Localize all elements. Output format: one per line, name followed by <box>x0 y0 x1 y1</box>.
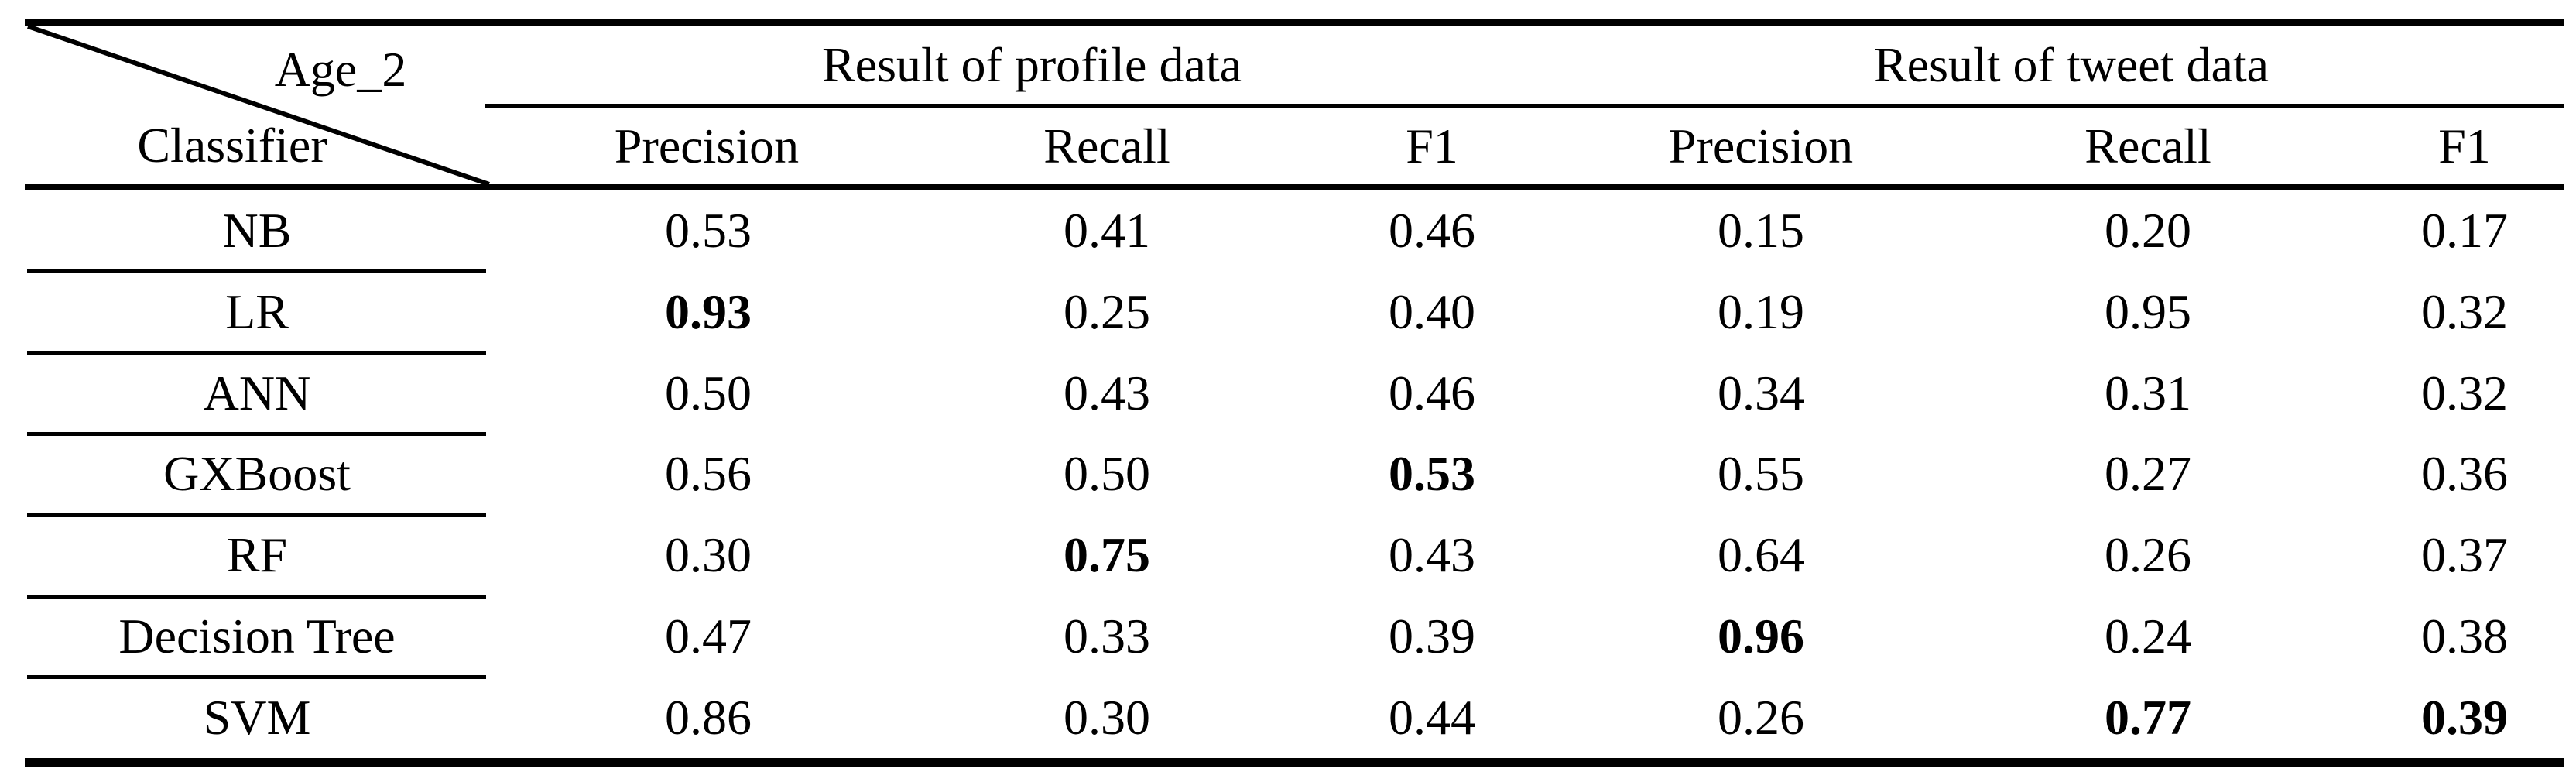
metric-value: 0.64 <box>1718 527 1804 583</box>
metric-value: 0.96 <box>1718 608 1804 664</box>
metric-value: 0.33 <box>1064 608 1150 664</box>
metric-value: 0.36 <box>2421 446 2508 502</box>
metric-value: 0.37 <box>2421 527 2508 583</box>
metric-value: 0.38 <box>2421 608 2508 664</box>
table-top-rule <box>25 19 2564 26</box>
metric-value: 0.86 <box>665 689 752 745</box>
metric-value: 0.56 <box>665 446 752 502</box>
row-divider <box>27 351 486 355</box>
metric-value: 0.17 <box>2421 203 2508 259</box>
classifier-label: Decision Tree <box>118 608 396 664</box>
metric-value: 0.30 <box>665 527 752 583</box>
metric-value: 0.32 <box>2421 365 2508 420</box>
column-header-tweet-f1: F1 <box>2438 118 2491 173</box>
metric-value: 0.50 <box>665 365 752 420</box>
classifier-label: ANN <box>203 365 311 420</box>
classifier-label: GXBoost <box>163 446 351 502</box>
metric-value: 0.39 <box>1389 608 1475 664</box>
metric-value: 0.75 <box>1064 527 1150 583</box>
group-header-profile: Result of profile data <box>821 37 1242 92</box>
metric-value: 0.55 <box>1718 446 1804 502</box>
classifier-label: RF <box>226 527 288 583</box>
row-divider <box>27 432 486 436</box>
metric-value: 0.19 <box>1718 284 1804 340</box>
classifier-label: NB <box>222 203 292 259</box>
metric-value: 0.27 <box>2105 446 2191 502</box>
metric-value: 0.26 <box>1718 689 1804 745</box>
corner-row-label: Classifier <box>137 118 327 173</box>
group-header-underline <box>485 104 2564 108</box>
metric-value: 0.44 <box>1389 689 1475 745</box>
column-header-profile-recall: Recall <box>1043 118 1170 173</box>
classifier-label: LR <box>225 284 289 340</box>
metric-value: 0.24 <box>2105 608 2191 664</box>
metric-value: 0.40 <box>1389 284 1475 340</box>
corner-column-label: Age_2 <box>274 42 407 97</box>
column-header-tweet-precision: Precision <box>1668 118 1854 173</box>
metric-value: 0.77 <box>2105 689 2191 745</box>
group-header-tweet: Result of tweet data <box>1873 37 2269 92</box>
table-body: NB 0.53 0.41 0.46 0.15 0.20 0.17 LR 0.93… <box>0 190 2576 758</box>
metric-value: 0.50 <box>1064 446 1150 502</box>
metric-value: 0.15 <box>1718 203 1804 259</box>
header-bottom-rule <box>25 184 2564 190</box>
metric-value: 0.26 <box>2105 527 2191 583</box>
metric-value: 0.46 <box>1389 365 1475 420</box>
metric-value: 0.34 <box>1718 365 1804 420</box>
metric-value: 0.47 <box>665 608 752 664</box>
metric-value: 0.43 <box>1389 527 1475 583</box>
metric-value: 0.53 <box>1389 446 1475 502</box>
metric-value: 0.93 <box>665 284 752 340</box>
metric-value: 0.41 <box>1064 203 1150 259</box>
row-divider <box>27 595 486 599</box>
table-bottom-rule <box>25 758 2564 767</box>
classifier-label: SVM <box>203 689 311 745</box>
row-divider <box>27 269 486 273</box>
column-header-profile-f1: F1 <box>1406 118 1458 173</box>
metric-value: 0.46 <box>1389 203 1475 259</box>
row-divider <box>27 513 486 517</box>
metric-value: 0.43 <box>1064 365 1150 420</box>
metric-value: 0.39 <box>2421 689 2508 745</box>
row-divider <box>27 675 486 679</box>
metric-value: 0.20 <box>2105 203 2191 259</box>
metric-value: 0.95 <box>2105 284 2191 340</box>
metric-value: 0.31 <box>2105 365 2191 420</box>
column-header-profile-precision: Precision <box>614 118 800 173</box>
metric-value: 0.32 <box>2421 284 2508 340</box>
column-header-tweet-recall: Recall <box>2084 118 2211 173</box>
metric-value: 0.53 <box>665 203 752 259</box>
metric-value: 0.30 <box>1064 689 1150 745</box>
metric-value: 0.25 <box>1064 284 1150 340</box>
